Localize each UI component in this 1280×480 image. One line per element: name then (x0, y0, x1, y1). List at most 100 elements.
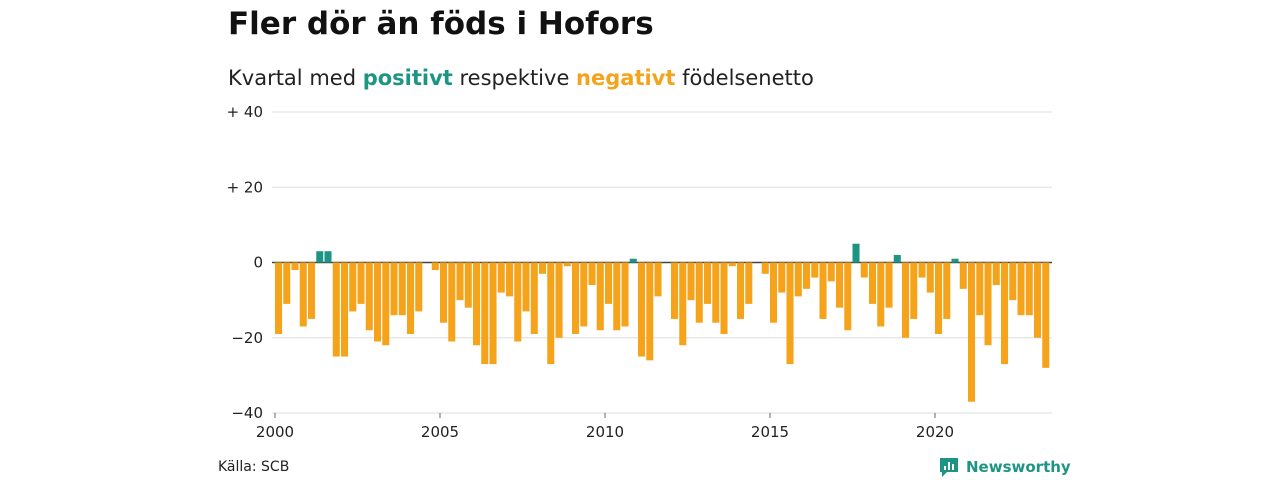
bar (514, 262, 522, 342)
bar (926, 262, 934, 293)
bar (671, 262, 679, 319)
brand-name: Newsworthy (966, 458, 1071, 476)
bar (324, 251, 332, 263)
bar (819, 262, 827, 319)
bar (860, 262, 868, 278)
bar (811, 262, 819, 278)
bar (1034, 262, 1042, 338)
bar (712, 262, 720, 323)
bar (638, 262, 646, 357)
source-note: Källa: SCB (218, 459, 290, 475)
newsworthy-logo-icon (940, 458, 958, 477)
subtitle-mid: respektive (452, 66, 577, 90)
y-tick-label: −40 (231, 404, 263, 422)
bar (613, 262, 621, 331)
bar (489, 262, 497, 365)
bar (308, 262, 316, 319)
y-tick-label: −20 (231, 329, 263, 347)
bar (440, 262, 448, 323)
bar (596, 262, 604, 331)
bar (968, 262, 976, 402)
bar (497, 262, 505, 293)
bar (935, 262, 943, 334)
y-tick-label: 0 (253, 254, 263, 272)
bar (844, 262, 852, 331)
bar (902, 262, 910, 338)
bar (357, 262, 365, 304)
bar (299, 262, 307, 327)
bar (588, 262, 596, 286)
bar (943, 262, 951, 319)
bar (349, 262, 357, 312)
bar (522, 262, 530, 312)
bar (893, 254, 901, 263)
bar (869, 262, 877, 304)
bar (316, 251, 324, 263)
bar (761, 262, 769, 274)
bar (1009, 262, 1017, 301)
bar (1025, 262, 1033, 316)
bar (778, 262, 786, 293)
bar (563, 262, 571, 267)
x-tick-label: 2005 (421, 423, 459, 441)
bar (629, 258, 637, 263)
bar (992, 262, 1000, 286)
x-tick-label: 2015 (751, 423, 789, 441)
bar (720, 262, 728, 334)
bar (885, 262, 893, 308)
bar (770, 262, 778, 323)
bar (827, 262, 835, 282)
bar (291, 262, 299, 271)
bar (745, 262, 753, 304)
bar (539, 262, 547, 274)
bar (679, 262, 687, 346)
bar (473, 262, 481, 346)
bar (654, 262, 662, 297)
bar (431, 262, 439, 271)
y-tick-label: + 20 (227, 178, 263, 196)
bar (1001, 262, 1009, 365)
bar (547, 262, 555, 365)
bar (341, 262, 349, 357)
bar (687, 262, 695, 301)
bar (332, 262, 340, 357)
bar (1017, 262, 1025, 316)
subtitle-post: födelsenetto (675, 66, 814, 90)
bar (695, 262, 703, 323)
bar (464, 262, 472, 308)
bar (481, 262, 489, 365)
bar (407, 262, 415, 334)
subtitle-positive: positivt (362, 66, 453, 90)
subtitle-negative: negativt (576, 66, 676, 90)
bar (415, 262, 423, 312)
bar (836, 262, 844, 308)
bar (275, 262, 283, 334)
bar (877, 262, 885, 327)
x-tick-label: 2010 (586, 423, 624, 441)
bars (275, 243, 1050, 402)
bar (390, 262, 398, 316)
bar (951, 258, 959, 263)
bar (803, 262, 811, 289)
bar (555, 262, 563, 338)
bar (283, 262, 291, 304)
bar (621, 262, 629, 327)
bar (910, 262, 918, 319)
subtitle-pre: Kvartal med (228, 66, 363, 90)
bar (382, 262, 390, 346)
brand-logo: Newsworthy (938, 456, 1071, 478)
bar (506, 262, 514, 297)
bar (976, 262, 984, 316)
x-tick-label: 2020 (916, 423, 954, 441)
bar (456, 262, 464, 301)
bar (580, 262, 588, 327)
bar (572, 262, 580, 334)
bar (786, 262, 794, 365)
bar (448, 262, 456, 342)
bar (918, 262, 926, 278)
bar (398, 262, 406, 316)
bar (984, 262, 992, 346)
chart-title: Fler dör än föds i Hofors (228, 6, 654, 42)
bar (704, 262, 712, 304)
